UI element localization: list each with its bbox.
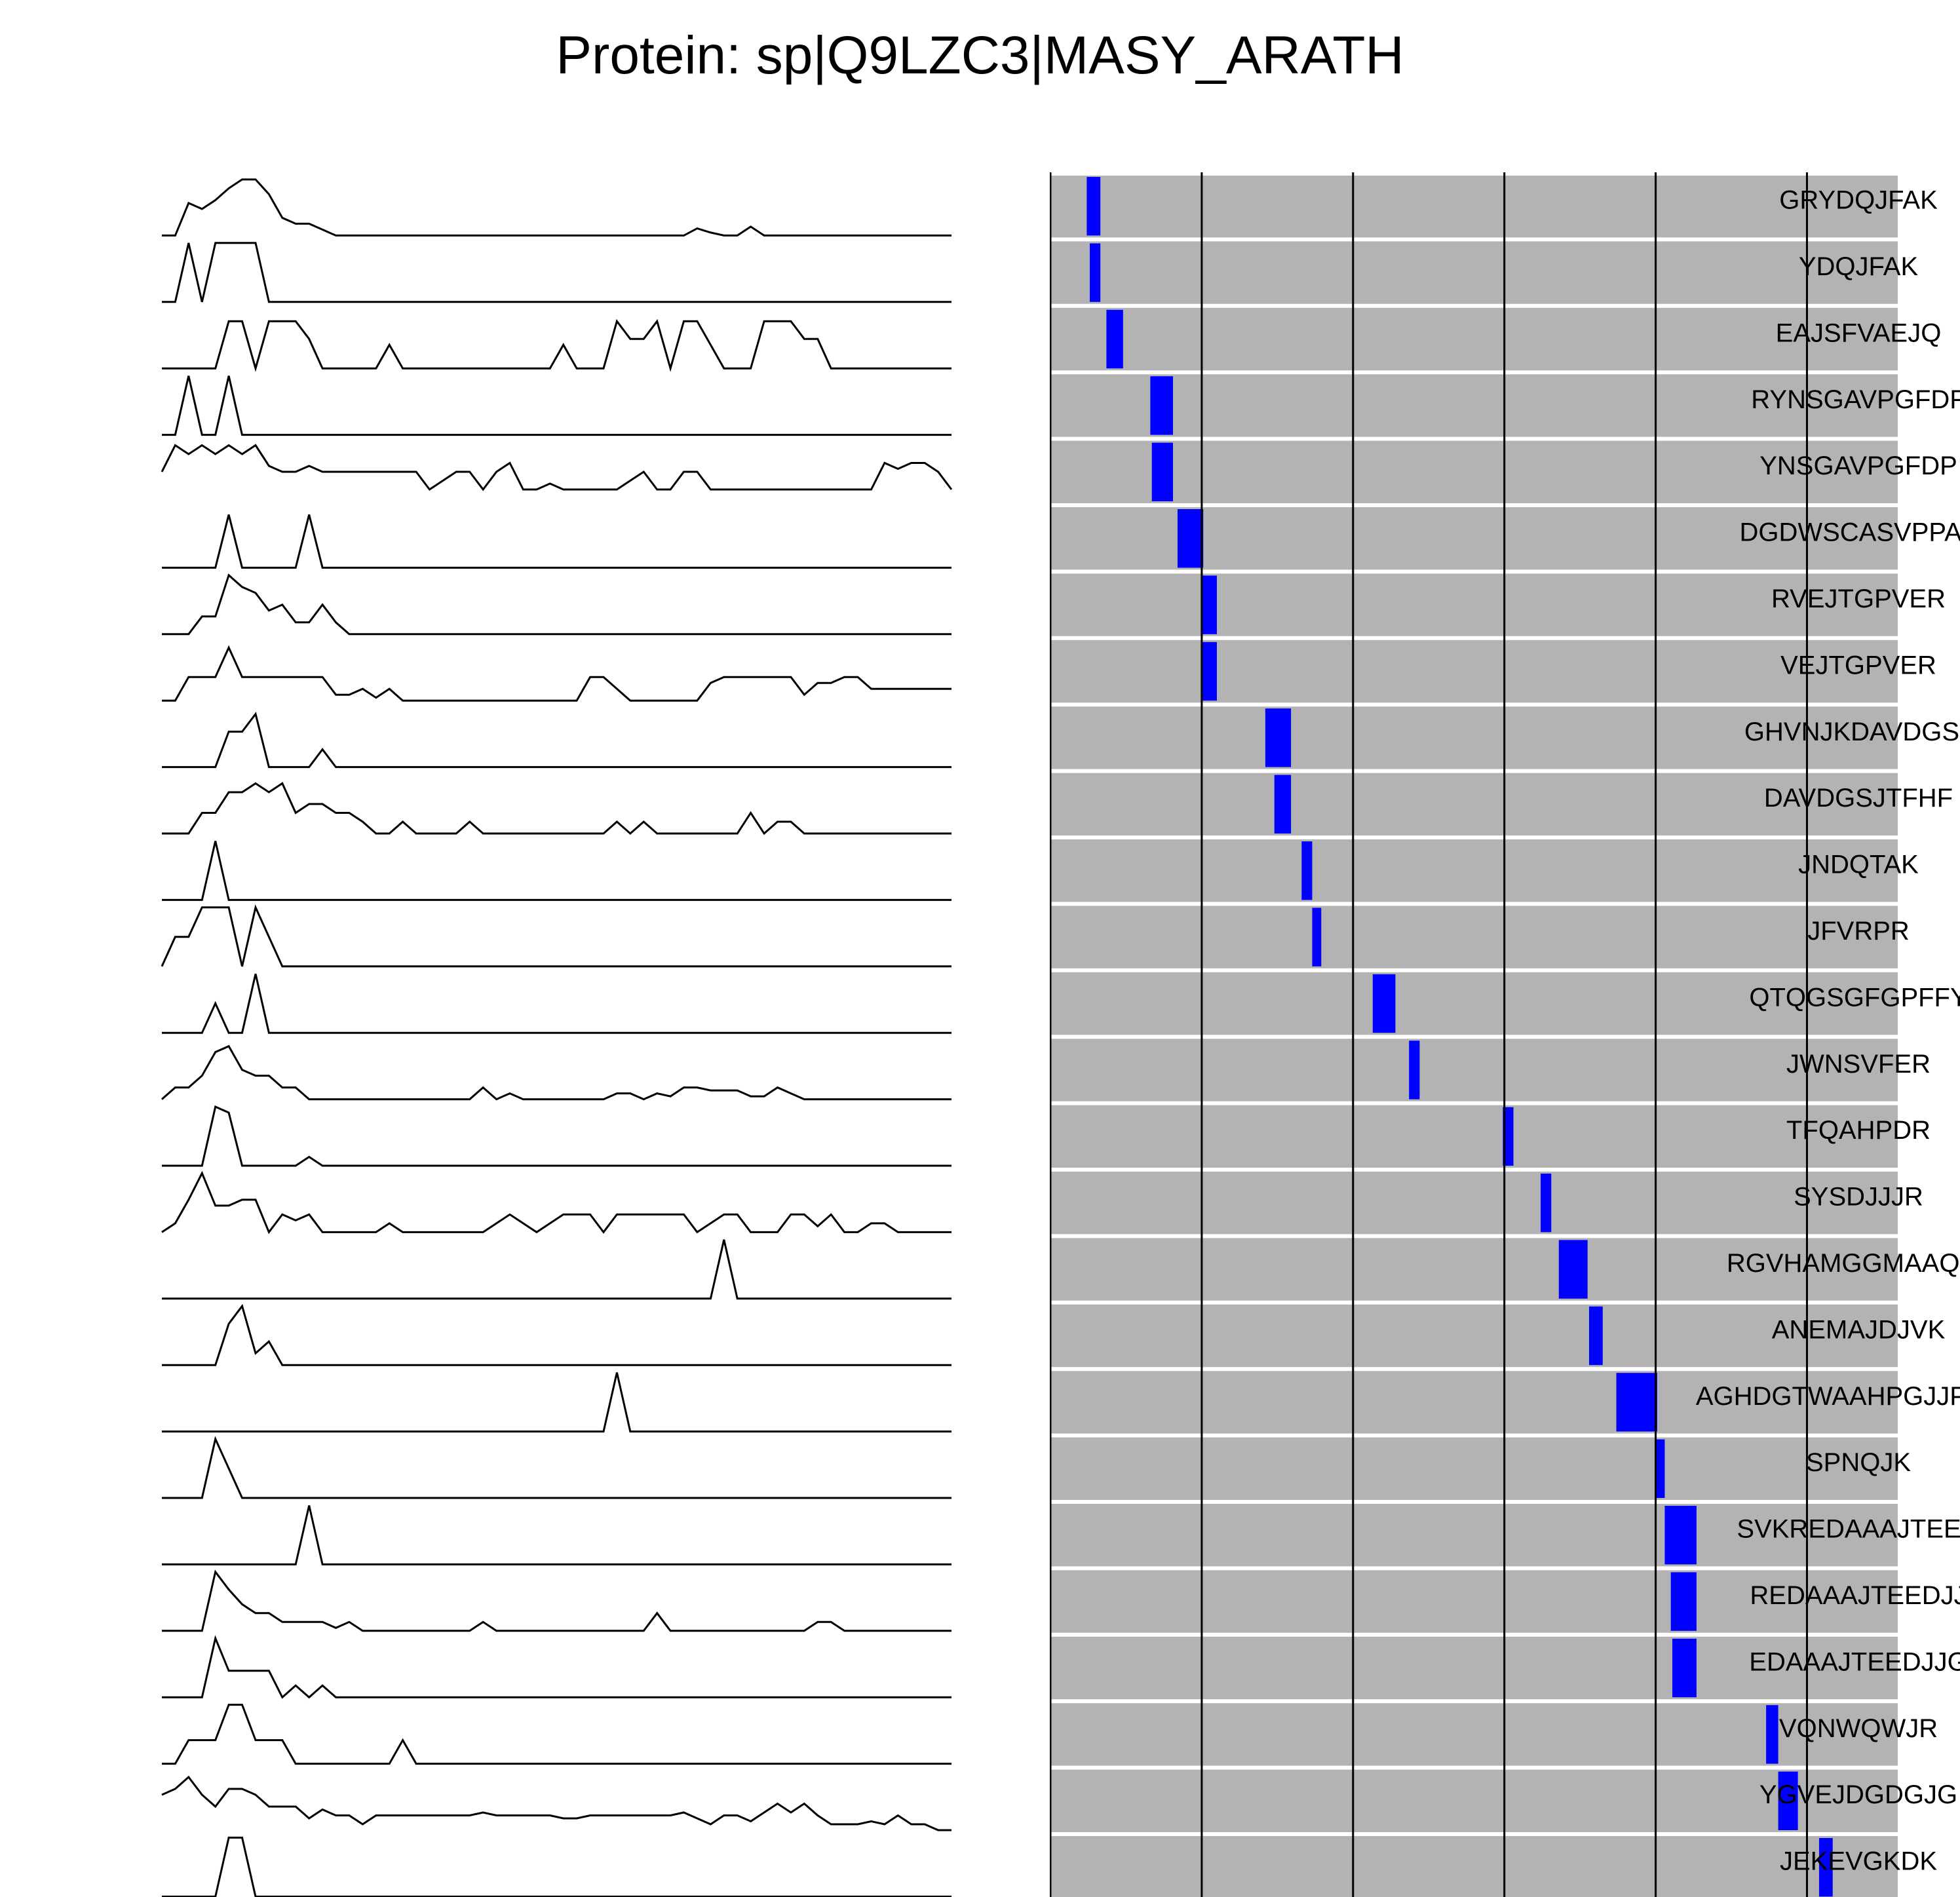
profile-line [162,514,951,569]
profile-line [162,1303,951,1366]
peptide-bar [1655,1439,1665,1498]
peptide-bar [1274,775,1292,834]
peptide-label: RVEJTGPVER [1771,584,1946,613]
peptide-label: YDQJFAK [1799,252,1919,281]
profile-line [162,1505,951,1565]
peptide-label: RGVHAMGGMAAQJP [1727,1249,1960,1278]
peptide-label: QTQGSGFGPFFY [1749,983,1960,1012]
profile-line [162,375,951,436]
profile-line [161,444,953,491]
peptide-label: YGVEJDGDGJG [1759,1780,1957,1809]
peptide-bar [1372,974,1396,1033]
profile-line [162,1569,951,1632]
peptide-bar [1086,177,1101,236]
profile-line [161,1775,951,1831]
peptide-label: GHVNJKDAVDGSJ [1744,718,1960,746]
profile-line [161,1170,951,1235]
peptide-bar [1672,1638,1697,1698]
profile-line [162,318,951,372]
peptide-label: EAJSFVAEJQ [1776,318,1942,347]
peptide-label: JNDQTAK [1798,851,1919,879]
peptide-label: JEKEVGKDK [1780,1847,1937,1876]
track-panel: GRYDQJFAK YDQJFAK EAJSFVAEJQ RYNSGAVPGFDF YN… [1050,172,1960,1897]
profile-line [162,712,951,769]
peptide-bar [1265,708,1292,767]
profile-line [162,1836,951,1897]
profile-line [162,782,951,835]
profile-line [162,1436,951,1499]
peptide-bar [1409,1041,1420,1100]
peptide-bar [1312,908,1322,967]
profile-line [161,904,951,968]
peptide-label: DAVDGSJTFHF [1764,784,1953,813]
peptide-bar [1151,442,1174,501]
peptide-bar [1301,841,1313,900]
profile-line [161,1044,951,1101]
peptide-bar [1090,243,1101,302]
peptide-label: JWNSVFER [1786,1050,1931,1079]
profile-line [162,1239,951,1300]
peptide-label: GRYDQJFAK [1779,186,1938,215]
profile-line [162,1372,951,1433]
peptide-label: DGDWSCASVPPAV [1739,518,1960,547]
peptide-bar [1664,1506,1697,1565]
peptide-bar [1503,1107,1514,1166]
peptide-label: EDAAAJTEEDJJG [1749,1647,1960,1676]
peptide-label: SPNQJK [1806,1448,1911,1477]
peptide-bar [1201,642,1217,701]
peptide-bar [1558,1240,1588,1299]
peptide-label: YNSGAVPGFDP [1759,451,1957,480]
peptide-bar [1818,1838,1833,1897]
profile-line [162,973,951,1034]
profile-line [162,1635,951,1699]
profile-line [162,645,951,702]
profile-line [162,178,951,237]
peptide-bar [1201,575,1217,634]
profile-panel [161,178,953,1897]
peptide-bar [1766,1705,1778,1764]
peptide-label: AGHDGTWAAHPGJJPJCM [1696,1382,1960,1411]
peptide-bar [1778,1771,1798,1830]
peptide-bar [1177,509,1204,568]
peptide-label: RYNSGAVPGFDF [1751,385,1960,414]
peptide-label: TFQAHPDR [1786,1116,1931,1145]
peptide-label: SVKREDAAAJTEED [1737,1515,1960,1544]
peptide-label: ANEMAJDJVK [1772,1315,1946,1344]
profile-line [162,1105,951,1167]
peptide-label: VEJTGPVER [1780,651,1936,680]
peptide-bar [1541,1174,1552,1233]
peptide-label: SYSDJJJR [1794,1183,1923,1212]
peptide-bar [1670,1572,1697,1631]
profile-line [162,573,951,636]
profile-line [162,242,951,303]
peptide-label: JFVRPR [1807,917,1910,946]
peptide-label: VQNWQWJR [1779,1714,1938,1743]
profile-line [162,1704,951,1765]
peptide-bar [1616,1373,1657,1432]
peptide-bar [1588,1306,1603,1366]
peptide-label: REDAAAJTEEDJJ [1750,1581,1960,1610]
profile-line [162,841,951,901]
chart-title: Protein: sp|Q9LZC3|MASY_ARATH [556,26,1404,85]
peptide-bar [1106,309,1123,369]
peptide-bar [1150,376,1174,435]
